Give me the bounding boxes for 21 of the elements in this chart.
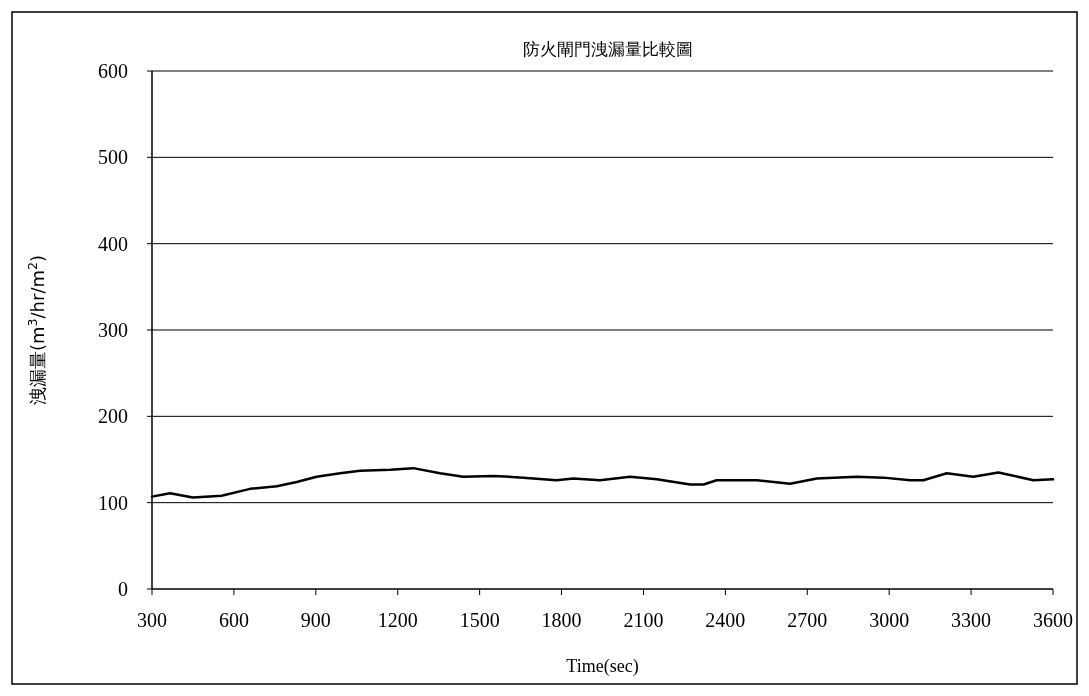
y-tick-label: 300 xyxy=(98,319,128,341)
x-tick-label: 3600 xyxy=(1033,609,1073,631)
x-tick-label: 900 xyxy=(300,609,331,631)
x-tick-label: 2400 xyxy=(705,609,746,631)
chart-title: 防火閘門洩漏量比較圖 xyxy=(522,39,693,59)
x-tick-label: 2700 xyxy=(787,609,828,631)
x-tick-label: 1800 xyxy=(541,609,582,631)
x-tick-label: 300 xyxy=(137,609,167,631)
y-tick-label: 600 xyxy=(98,60,128,82)
y-tick-label: 400 xyxy=(98,232,128,255)
x-axis-title: Time(sec) xyxy=(566,656,639,677)
x-tick-label: 1200 xyxy=(377,609,418,631)
x-tick-label: 1500 xyxy=(459,609,500,631)
x-tick-label: 2100 xyxy=(623,609,664,631)
x-tick-label: 3300 xyxy=(951,609,992,631)
x-tick-label: 600 xyxy=(218,609,249,631)
x-tick-label: 3000 xyxy=(869,609,910,631)
y-tick-label: 0 xyxy=(118,578,128,600)
y-tick-label: 500 xyxy=(98,146,128,169)
y-tick-label: 100 xyxy=(98,491,128,514)
y-tick-label: 200 xyxy=(98,405,128,428)
